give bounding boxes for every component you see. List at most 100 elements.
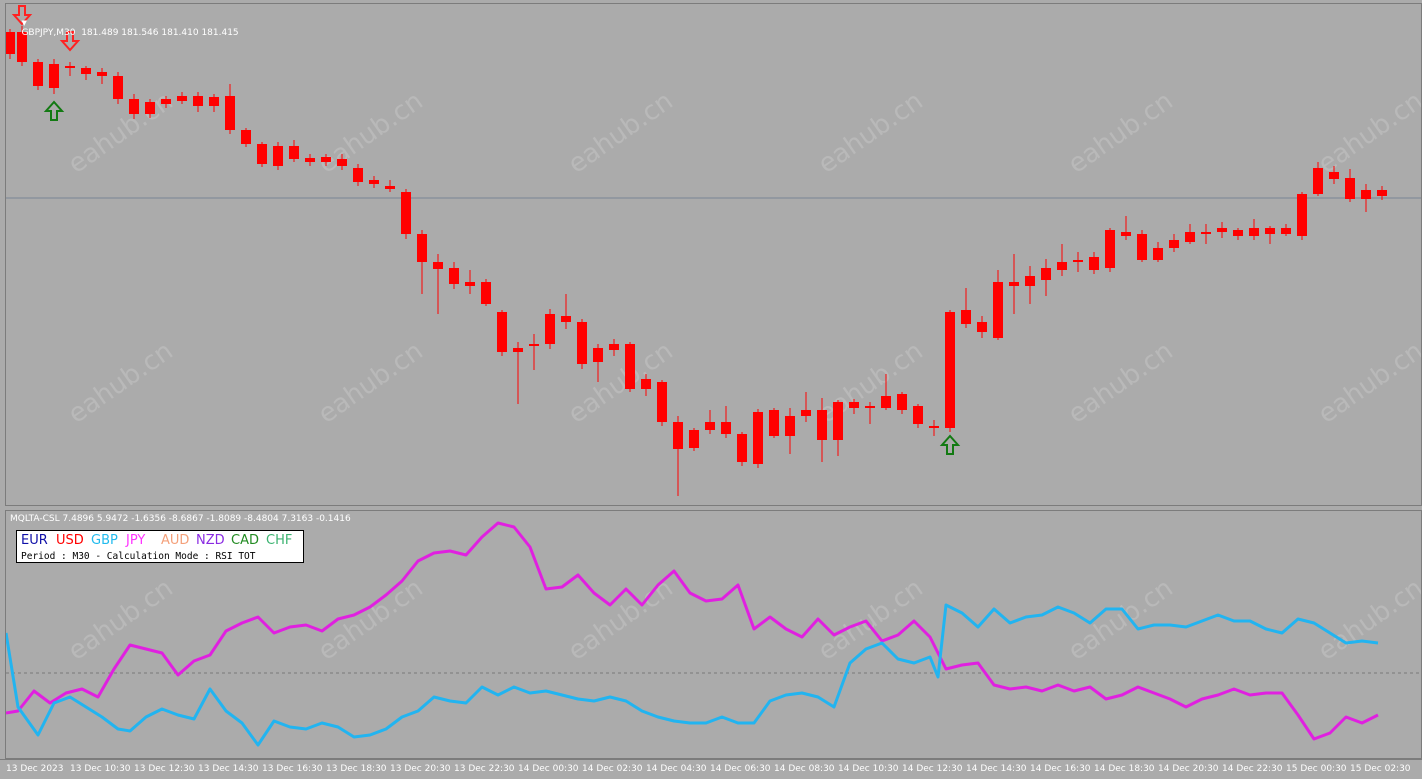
candle-body xyxy=(1137,234,1147,260)
time-axis-label: 14 Dec 02:30 xyxy=(582,764,643,774)
symbol-quote-text: GBPJPY,M30 181.489 181.546 181.410 181.4… xyxy=(21,28,239,38)
candle-body xyxy=(625,344,635,389)
watermark-text: eahub.cn xyxy=(563,573,679,667)
time-axis-label: 15 Dec 00:30 xyxy=(1286,764,1347,774)
candle-body xyxy=(97,72,107,76)
candle-body xyxy=(1025,276,1035,286)
watermark-text: eahub.cn xyxy=(813,573,929,667)
price-chart-pane[interactable]: eahub.cn eahub.cn eahub.cn eahub.cn eahub.cn… xyxy=(5,3,1422,506)
dropdown-triangle-icon[interactable]: ▼ xyxy=(21,19,27,27)
currency-legend: EUR USD GBP JPY AUD NZD CAD CHF Period : M30 - … xyxy=(16,530,304,563)
candle-body xyxy=(817,410,827,440)
candle-body xyxy=(801,410,811,416)
candle-body xyxy=(705,422,715,430)
candle-body xyxy=(81,68,91,74)
candle-body xyxy=(257,144,267,164)
watermark-text: eahub.cn xyxy=(1313,86,1421,180)
candle-body xyxy=(145,102,155,114)
currency-strength-lines[interactable]: eahub.cn eahub.cn eahub.cn eahub.cn eahub.cn… xyxy=(6,511,1421,758)
legend-eur: EUR xyxy=(21,533,48,548)
candle-body xyxy=(609,344,619,350)
candle-body xyxy=(961,310,971,324)
time-axis-label: 14 Dec 12:30 xyxy=(902,764,963,774)
candle-body xyxy=(1329,172,1339,179)
watermark-text: eahub.cn xyxy=(1313,336,1421,430)
legend-cad: CAD xyxy=(231,533,259,548)
candle-body xyxy=(401,192,411,234)
candle-body xyxy=(753,412,763,464)
candlestick-chart[interactable]: eahub.cn eahub.cn eahub.cn eahub.cn eahub.cn… xyxy=(6,4,1421,505)
legend-usd: USD xyxy=(56,533,84,548)
candle-body xyxy=(33,62,43,86)
candle-body xyxy=(881,396,891,408)
candle-body xyxy=(673,422,683,449)
candle-body xyxy=(161,99,171,104)
candle-body xyxy=(1105,230,1115,268)
time-axis-label: 13 Dec 18:30 xyxy=(326,764,387,774)
buy-arrow-icon xyxy=(43,100,65,121)
time-axis: 13 Dec 2023 13 Dec 10:30 13 Dec 12:30 13 De… xyxy=(0,759,1422,779)
candle-body xyxy=(657,382,667,422)
legend-chf: CHF xyxy=(266,533,293,548)
candle-body xyxy=(209,97,219,106)
candle-body xyxy=(1249,228,1259,236)
candle-body xyxy=(897,394,907,410)
candle-body xyxy=(1009,282,1019,286)
time-axis-label: 13 Dec 12:30 xyxy=(134,764,195,774)
candle-body xyxy=(1089,257,1099,270)
candle-body xyxy=(529,344,539,346)
candle-body xyxy=(225,96,235,130)
time-axis-label: 14 Dec 18:30 xyxy=(1094,764,1155,774)
candle-body xyxy=(433,262,443,269)
time-axis-label: 13 Dec 14:30 xyxy=(198,764,259,774)
sell-arrow-icon xyxy=(59,31,81,52)
candle-body xyxy=(497,312,507,352)
candle-body xyxy=(193,96,203,106)
watermark-text: eahub.cn xyxy=(313,86,429,180)
watermark-text: eahub.cn xyxy=(1313,573,1421,667)
candle-body xyxy=(913,406,923,424)
candle-body xyxy=(993,282,1003,338)
time-axis-label: 13 Dec 10:30 xyxy=(70,764,131,774)
candle-body xyxy=(689,430,699,448)
candle-body xyxy=(721,422,731,434)
candle-body xyxy=(177,96,187,101)
candle-body xyxy=(1265,228,1275,234)
candle-body xyxy=(337,159,347,166)
watermark-text: eahub.cn xyxy=(1063,573,1179,667)
candle-body xyxy=(1313,168,1323,194)
sell-arrow-icon xyxy=(11,5,33,26)
time-axis-label: 14 Dec 14:30 xyxy=(966,764,1027,774)
watermark-text: eahub.cn xyxy=(563,86,679,180)
time-axis-label: 13 Dec 2023 xyxy=(6,764,64,774)
watermark-text: eahub.cn xyxy=(1063,336,1179,430)
candle-body xyxy=(545,314,555,344)
gbp-strength-line xyxy=(6,603,1379,747)
candle-body xyxy=(481,282,491,304)
candle-body xyxy=(785,416,795,436)
time-axis-label: 14 Dec 22:30 xyxy=(1222,764,1283,774)
candle-body xyxy=(273,146,283,166)
candle-body xyxy=(465,282,475,286)
candle-body xyxy=(977,322,987,332)
time-axis-label: 13 Dec 20:30 xyxy=(390,764,451,774)
watermark-text: eahub.cn xyxy=(813,86,929,180)
candle-body xyxy=(1041,268,1051,280)
candle-body xyxy=(417,234,427,262)
candle-body xyxy=(17,32,27,62)
candle-body xyxy=(385,186,395,189)
candle-body xyxy=(1297,194,1307,236)
candle-body xyxy=(833,402,843,440)
time-axis-label: 13 Dec 22:30 xyxy=(454,764,515,774)
candle-body xyxy=(65,66,75,68)
candle-body xyxy=(305,158,315,162)
candle-body xyxy=(1153,248,1163,260)
candle-body xyxy=(1233,230,1243,236)
candle-body xyxy=(1361,190,1371,199)
time-axis-label: 14 Dec 06:30 xyxy=(710,764,771,774)
candle-body xyxy=(1121,232,1131,236)
watermark-text: eahub.cn xyxy=(63,336,179,430)
candle-body xyxy=(1201,232,1211,234)
jpy-strength-line xyxy=(6,521,1379,741)
time-axis-label: 14 Dec 10:30 xyxy=(838,764,899,774)
